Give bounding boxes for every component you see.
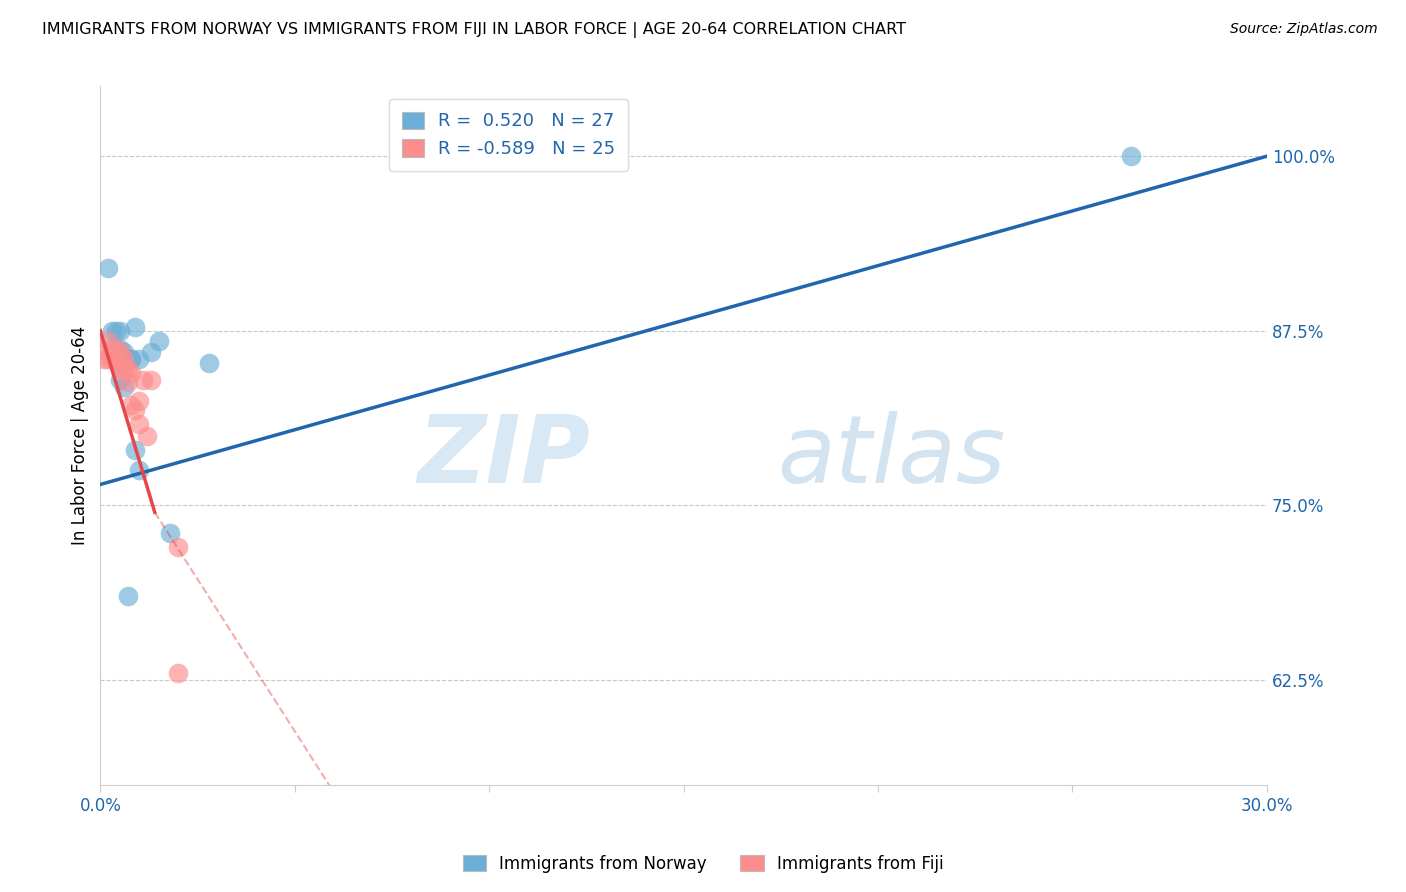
Point bbox=[124, 319, 146, 334]
Point bbox=[108, 324, 131, 338]
Point bbox=[148, 334, 170, 348]
Point bbox=[120, 351, 142, 366]
Point bbox=[117, 376, 139, 390]
Point bbox=[136, 428, 159, 442]
Point bbox=[112, 351, 135, 366]
Point bbox=[1119, 149, 1142, 163]
Point bbox=[167, 541, 190, 555]
Point bbox=[108, 344, 131, 359]
Text: ZIP: ZIP bbox=[418, 410, 591, 502]
Point bbox=[128, 393, 150, 408]
Point bbox=[128, 351, 150, 366]
Point bbox=[104, 324, 127, 338]
Point bbox=[101, 342, 124, 356]
Legend: R =  0.520   N = 27, R = -0.589   N = 25: R = 0.520 N = 27, R = -0.589 N = 25 bbox=[389, 99, 628, 170]
Point bbox=[104, 351, 127, 366]
Y-axis label: In Labor Force | Age 20-64: In Labor Force | Age 20-64 bbox=[72, 326, 89, 545]
Point bbox=[108, 373, 131, 387]
Point bbox=[120, 398, 142, 412]
Point bbox=[139, 344, 162, 359]
Point bbox=[120, 366, 142, 380]
Point bbox=[108, 361, 131, 376]
Point bbox=[124, 442, 146, 457]
Point bbox=[128, 417, 150, 432]
Point bbox=[139, 373, 162, 387]
Point bbox=[112, 361, 135, 376]
Point bbox=[108, 356, 131, 370]
Point bbox=[120, 351, 142, 366]
Point bbox=[101, 344, 124, 359]
Point bbox=[112, 344, 135, 359]
Point bbox=[132, 373, 155, 387]
Point bbox=[108, 342, 131, 356]
Point bbox=[128, 463, 150, 477]
Point bbox=[101, 344, 124, 359]
Point bbox=[104, 342, 127, 356]
Point bbox=[124, 403, 146, 417]
Point bbox=[97, 334, 120, 348]
Point bbox=[97, 351, 120, 366]
Point bbox=[117, 589, 139, 603]
Point bbox=[93, 351, 115, 366]
Point bbox=[104, 344, 127, 359]
Point bbox=[112, 351, 135, 366]
Point bbox=[117, 351, 139, 366]
Point bbox=[97, 260, 120, 275]
Text: atlas: atlas bbox=[778, 411, 1005, 502]
Point bbox=[101, 351, 124, 366]
Point bbox=[167, 665, 190, 680]
Point bbox=[159, 526, 181, 541]
Text: Source: ZipAtlas.com: Source: ZipAtlas.com bbox=[1230, 22, 1378, 37]
Point bbox=[93, 342, 115, 356]
Point bbox=[101, 324, 124, 338]
Text: IMMIGRANTS FROM NORWAY VS IMMIGRANTS FROM FIJI IN LABOR FORCE | AGE 20-64 CORREL: IMMIGRANTS FROM NORWAY VS IMMIGRANTS FRO… bbox=[42, 22, 907, 38]
Point bbox=[117, 361, 139, 376]
Point bbox=[104, 342, 127, 356]
Point bbox=[108, 356, 131, 370]
Point bbox=[112, 379, 135, 393]
Point bbox=[198, 356, 221, 370]
Legend: Immigrants from Norway, Immigrants from Fiji: Immigrants from Norway, Immigrants from … bbox=[456, 848, 950, 880]
